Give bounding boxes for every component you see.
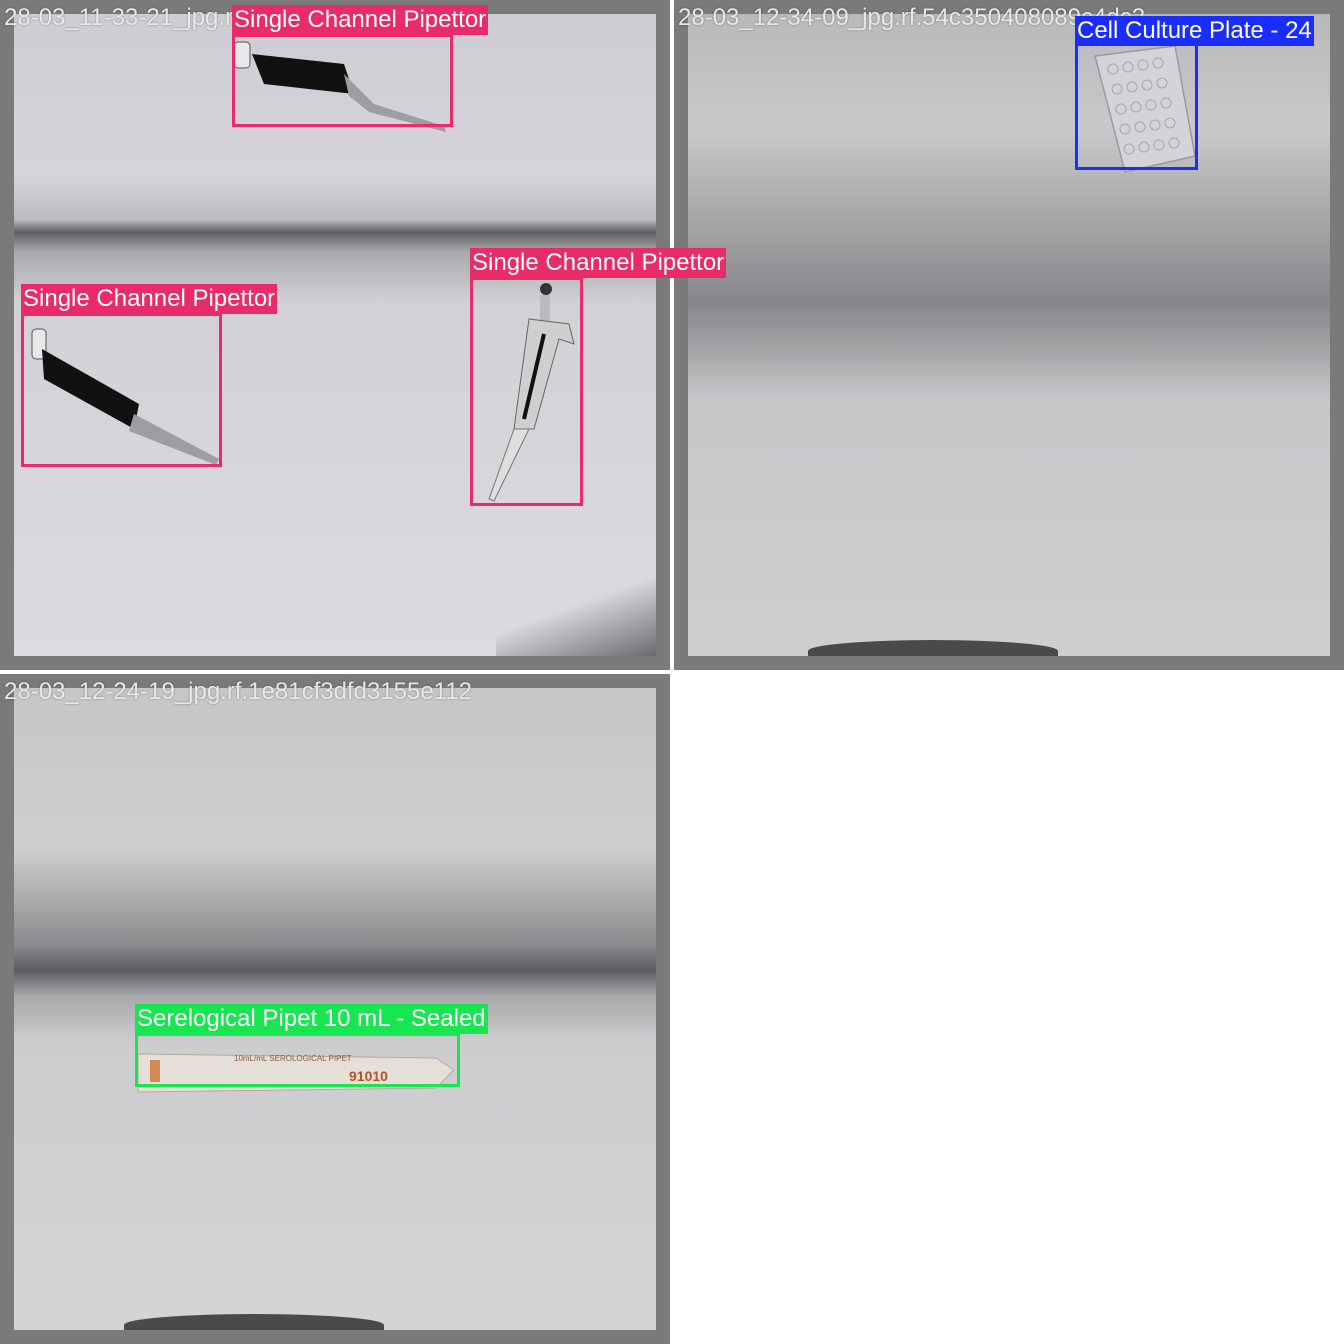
pipet-product-text: 10mL/mL SEROLOGICAL PIPET xyxy=(234,1054,352,1063)
detection-box xyxy=(232,34,453,127)
detection-label: Single Channel Pipettor xyxy=(21,284,278,314)
table-edge xyxy=(124,1314,384,1330)
image-tile-2: 28-03_12-34-09_jpg.rf.54c350408089c4dc2 … xyxy=(674,0,1344,670)
detection-box xyxy=(470,277,583,506)
shadow xyxy=(496,566,656,656)
detection-label: Cell Culture Plate - 24 xyxy=(1075,16,1314,46)
detection-label: Single Channel Pipettor xyxy=(232,5,489,35)
detection-box xyxy=(1075,40,1198,170)
photo-2 xyxy=(688,14,1330,656)
detection-box xyxy=(135,1033,460,1087)
pipettor-image xyxy=(488,283,575,502)
cell-culture-plate-image xyxy=(1094,45,1196,173)
image-tile-3: 10mL/mL SEROLOGICAL PIPET 91010 28-03_12… xyxy=(0,674,670,1344)
image-tile-1: 28-03_11-33-21_jpg.rf.0b8d0bd6c3a9 Singl… xyxy=(0,0,670,670)
detection-label: Single Channel Pipettor xyxy=(470,248,727,278)
image-filename: 28-03_12-24-19_jpg.rf.1e81cf3dfd3155e112 xyxy=(4,678,472,705)
pipet-code-text: 91010 xyxy=(349,1068,388,1084)
detection-box xyxy=(21,313,222,467)
image-filename: 28-03_12-34-09_jpg.rf.54c350408089c4dc2 xyxy=(678,4,1146,31)
detection-label: Serelogical Pipet 10 mL - Sealed xyxy=(135,1004,488,1034)
table-edge xyxy=(808,640,1058,656)
photo-1 xyxy=(14,14,656,656)
pipettor-image xyxy=(31,328,219,465)
